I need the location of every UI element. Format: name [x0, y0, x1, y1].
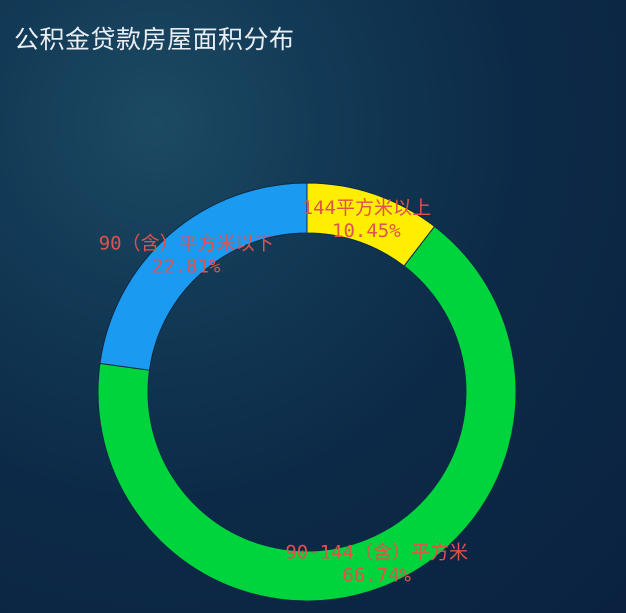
donut-slice[interactable]	[97, 225, 517, 602]
chart-title: 公积金贷款房屋面积分布	[14, 25, 295, 54]
slice-name-label: 144平方米以上	[302, 197, 431, 219]
slice-percent-label: 10.45%	[332, 220, 401, 242]
slice-percent-label: 66.74%	[342, 564, 411, 586]
slice-name-label: 90-144（含）平方米	[285, 541, 468, 563]
donut-slice[interactable]	[99, 182, 308, 371]
slice-name-label: 90（含）平方米以下	[99, 232, 274, 254]
slice-percent-label: 22.81%	[152, 255, 221, 277]
